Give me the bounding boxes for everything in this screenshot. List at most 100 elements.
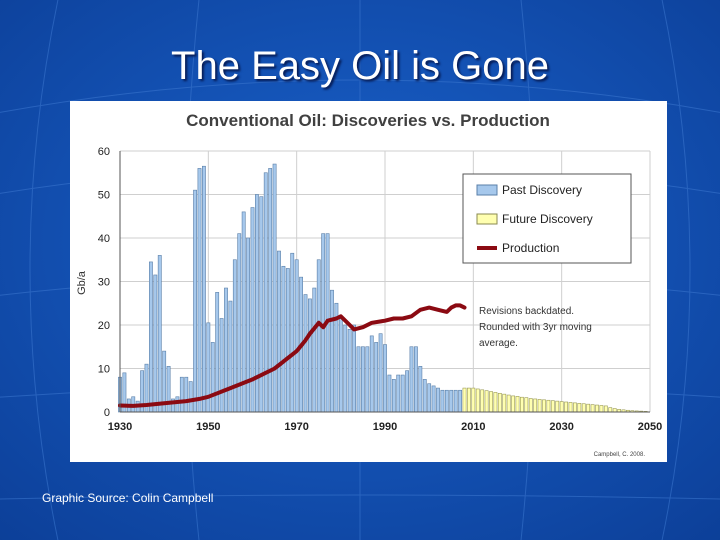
bar-past-discovery (396, 374, 401, 413)
bar-past-discovery (268, 168, 273, 413)
bar-past-discovery (149, 261, 153, 413)
bar-future-discovery (528, 398, 533, 413)
bar-past-discovery (193, 189, 197, 413)
y-tick-label: 50 (98, 190, 110, 202)
bar-past-discovery (449, 389, 454, 413)
bar-future-discovery (550, 400, 555, 413)
bar-past-discovery (405, 370, 409, 413)
bar-past-discovery (202, 165, 206, 413)
y-tick-label: 40 (98, 233, 110, 245)
bars (118, 163, 648, 413)
bar-future-discovery (599, 405, 604, 413)
y-tick-label: 0 (104, 407, 110, 419)
bar-future-discovery (475, 388, 480, 413)
annotation: Revisions backdated. Rounded with 3yr mo… (479, 306, 595, 349)
y-tick-label: 60 (98, 146, 110, 158)
bar-past-discovery (453, 389, 458, 413)
bar-future-discovery (511, 395, 515, 413)
bar-future-discovery (603, 405, 608, 413)
slide-title: The Easy Oil is Gone (171, 44, 549, 88)
bar-future-discovery (612, 408, 617, 413)
bar-future-discovery (502, 393, 507, 413)
bar-past-discovery (352, 324, 356, 413)
bar-past-discovery (277, 250, 281, 413)
x-tick-label: 2050 (638, 421, 662, 433)
bar-past-discovery (378, 333, 383, 413)
bar-past-discovery (400, 374, 405, 413)
bar-future-discovery (581, 403, 586, 413)
bar-past-discovery (369, 335, 374, 413)
axes (119, 151, 650, 413)
bar-past-discovery (330, 289, 334, 413)
y-tick-label: 20 (98, 320, 110, 332)
bar-past-discovery (272, 163, 277, 413)
bar-future-discovery (462, 387, 467, 413)
bar-future-discovery (471, 387, 476, 413)
y-tick-label: 10 (98, 364, 110, 376)
bar-past-discovery (418, 366, 423, 413)
x-tick-label: 1990 (373, 421, 397, 433)
bar-past-discovery (179, 376, 184, 413)
y-axis-label: Gb/a (76, 270, 88, 295)
legend-label-future-discovery: Future Discovery (502, 212, 593, 226)
bar-future-discovery (542, 399, 546, 413)
x-tick-label: 1970 (284, 421, 308, 433)
production-line (118, 303, 467, 408)
legend-label-past-discovery: Past Discovery (502, 183, 582, 197)
x-tick-label: 2030 (549, 421, 573, 433)
bar-past-discovery (458, 389, 462, 413)
bar-past-discovery (281, 265, 286, 413)
bar-past-discovery (166, 366, 171, 413)
bar-future-discovery (568, 402, 573, 413)
x-tick-label: 1930 (108, 421, 132, 433)
bar-past-discovery (312, 287, 317, 413)
bar-past-discovery (356, 346, 361, 413)
bar-past-discovery (224, 287, 228, 413)
bar-future-discovery (555, 400, 560, 413)
bar-past-discovery (188, 381, 193, 413)
bar-past-discovery (383, 344, 387, 413)
x-tick-label: 1950 (196, 421, 220, 433)
bar-past-discovery (184, 376, 189, 413)
legend-label-production: Production (502, 241, 559, 255)
bar-past-discovery (259, 196, 264, 413)
bar-future-discovery (586, 403, 591, 413)
bar-past-discovery (290, 252, 295, 413)
bar-future-discovery (537, 399, 542, 413)
bar-past-discovery (427, 383, 432, 413)
bar-past-discovery (153, 274, 158, 413)
bar-past-discovery (414, 346, 418, 413)
legend: Past Discovery Future Discovery Producti… (462, 173, 632, 264)
bar-future-discovery (506, 394, 511, 413)
bar-past-discovery (228, 300, 233, 413)
chart-title: Conventional Oil: Discoveries vs. Produc… (186, 111, 550, 130)
bar-past-discovery (409, 346, 414, 413)
bar-future-discovery (590, 404, 595, 413)
bar-past-discovery (197, 168, 202, 413)
bar-future-discovery (515, 396, 520, 413)
bar-past-discovery (303, 294, 308, 413)
bar-past-discovery (422, 379, 427, 413)
bar-past-discovery (219, 318, 224, 413)
bar-past-discovery (232, 259, 237, 413)
bar-future-discovery (564, 401, 568, 413)
chart: Conventional Oil: Discoveries vs. Produc… (76, 111, 662, 458)
bar-future-discovery (520, 396, 524, 413)
bar-past-discovery (210, 342, 215, 413)
bar-past-discovery (294, 259, 299, 413)
bar-future-discovery (480, 389, 485, 413)
bar-future-discovery (484, 390, 489, 413)
graphic-source: Graphic Source: Colin Campbell (42, 491, 214, 505)
legend-swatch-past-discovery (476, 184, 498, 196)
chart-panel: Conventional Oil: Discoveries vs. Produc… (70, 101, 667, 462)
bar-future-discovery (467, 387, 471, 413)
bar-future-discovery (608, 407, 613, 413)
bar-past-discovery (444, 389, 449, 413)
bar-past-discovery (387, 374, 392, 413)
bar-past-discovery (338, 316, 343, 413)
bar-future-discovery (573, 402, 577, 413)
bar-past-discovery (285, 268, 290, 413)
bar-past-discovery (431, 385, 436, 413)
x-tick-label: 2010 (461, 421, 485, 433)
